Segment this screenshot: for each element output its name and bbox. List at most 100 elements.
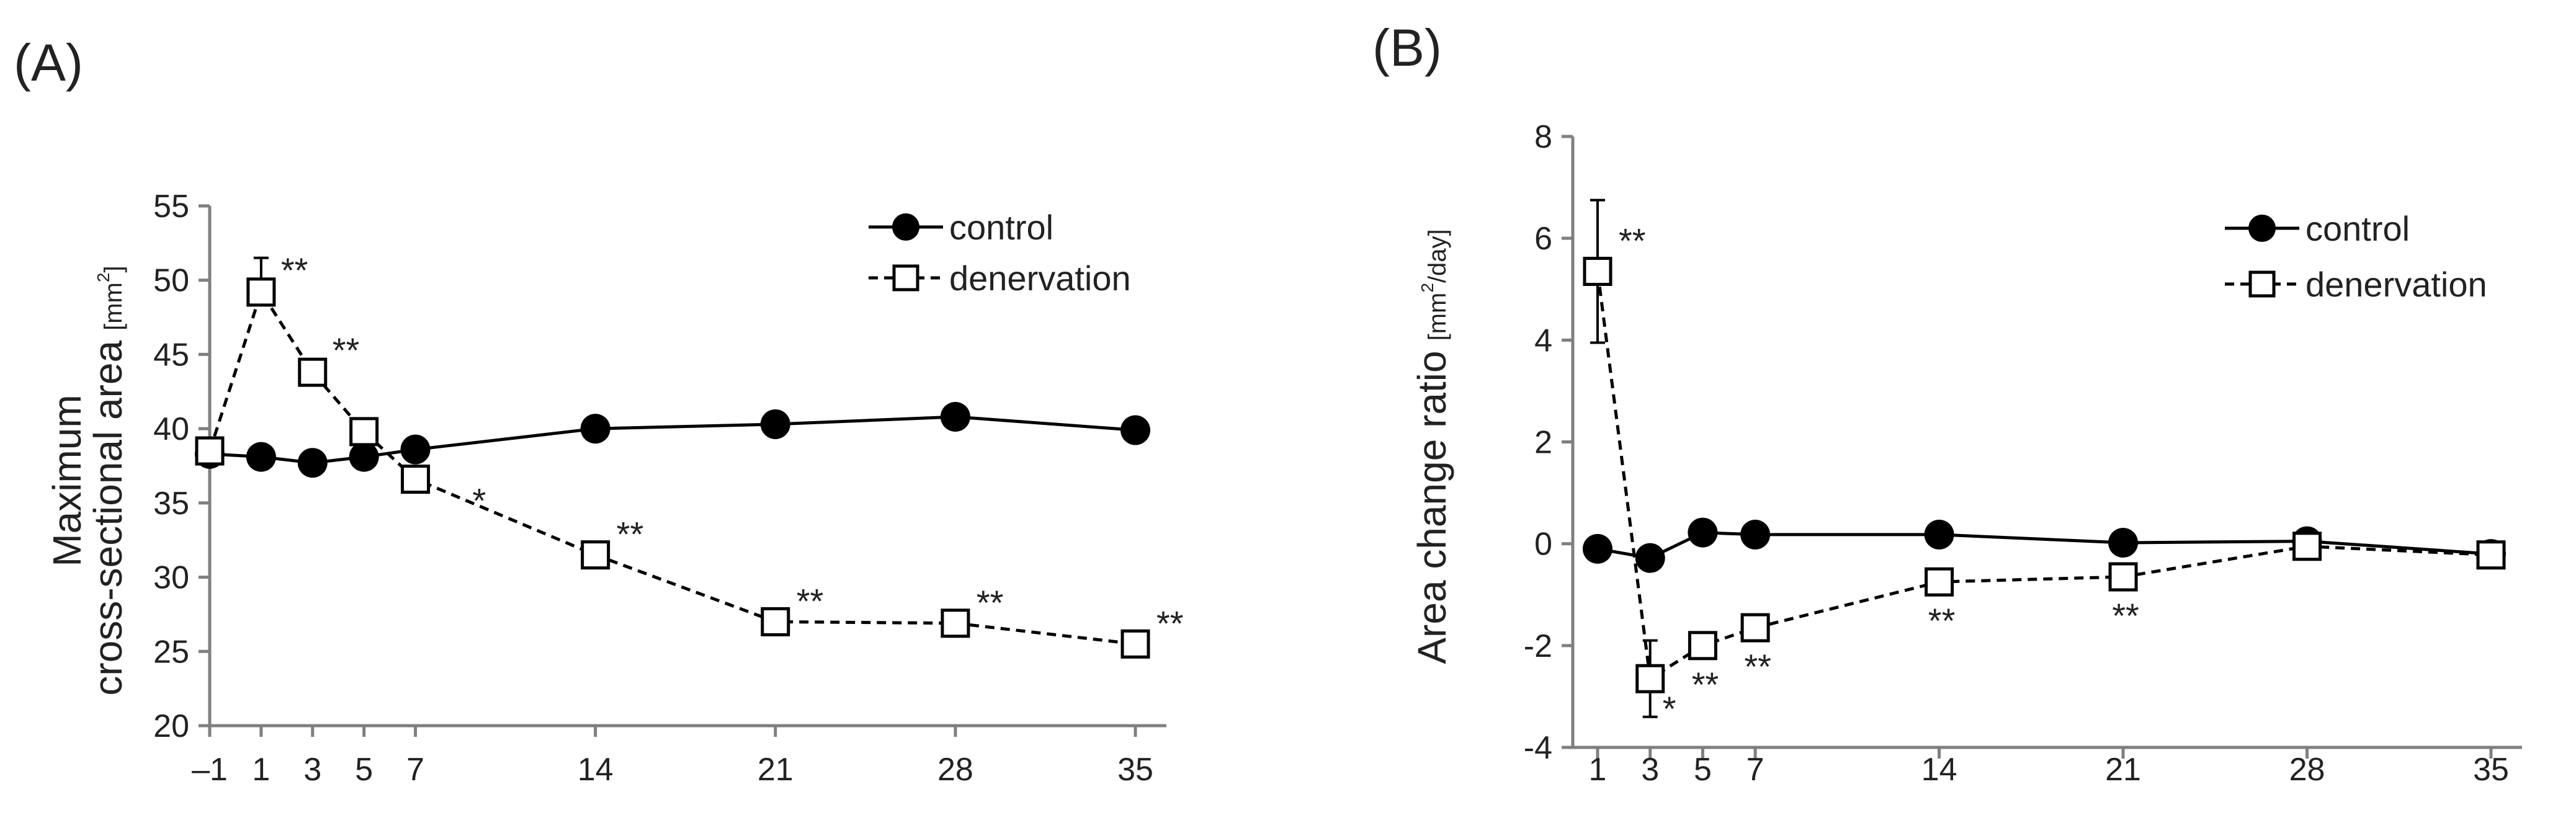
point-denervation-b [2476,540,2506,570]
y-tick-label-a: 50 [153,263,189,299]
y-axis-title-line1-a: Maximum [45,394,89,566]
y-tick-label-b: 8 [1534,119,1552,155]
significance-label-a: ** [1156,603,1184,643]
point-control-a [760,409,790,439]
point-denervation-b [1688,631,1717,661]
x-tick-label-a: –1 [192,752,228,788]
significance-label-b: ** [1619,221,1646,261]
legend-control-marker-a [892,213,919,241]
y-axis-title-a: Maximum cross-sectional area [mm2] [45,265,130,695]
significance-label-b: ** [1928,601,1956,640]
y-tick-label-b: 6 [1534,221,1552,257]
point-denervation-a [581,540,610,570]
point-denervation-a [298,357,328,387]
significance-label-a: ** [977,583,1004,622]
point-denervation-a [1120,629,1150,659]
point-denervation-a [349,417,379,447]
y-axis-title-line2-a: cross-sectional area [mm2] [86,265,130,695]
legend-denervation-label-b: denervation [2305,265,2487,304]
y-axis-title-line2-text-a: cross-sectional area [86,340,130,695]
legend-control-label-a: control [949,208,1053,247]
point-control-b [1583,533,1612,564]
point-control-b [1688,517,1718,548]
x-tick-label-a: 3 [303,752,321,788]
point-control-a [297,448,328,478]
panel-a: (A) Maximum cross-sectional area [mm2] 20… [14,33,1184,788]
significance-label-b: * [1663,689,1676,728]
point-denervation-b [1740,613,1770,643]
point-denervation-b [2292,532,2322,561]
x-tick-label-b: 7 [1746,752,1764,788]
x-tick-label-a: 1 [252,752,270,788]
legend-denervation-label-a: denervation [949,259,1131,298]
x-tick-label-a: 7 [406,752,424,788]
x-tick-label-b: 1 [1589,752,1607,788]
panel-label-a: (A) [14,33,83,92]
x-tick-label-a: 21 [758,752,794,788]
series-line-denervation-b [1596,271,2492,682]
legend-denervation-marker-b [2248,270,2276,298]
significance-label-b: ** [2112,596,2139,635]
y-axis-unit-sup-b: 2 [1418,283,1437,293]
point-control-a [580,414,610,444]
point-control-a [1120,415,1150,445]
y-axis-title-b: Area change ratio [mm2/day] [1410,229,1454,664]
y-axis-title-line1-b: Area change ratio [1410,350,1454,664]
y-tick-label-a: 35 [153,486,189,522]
series-line-control-a [209,415,1136,465]
y-axis-unit-base-a: [mm [100,282,127,331]
point-control-b [1635,543,1665,573]
x-tick-label-b: 28 [2289,752,2325,788]
point-control-a [246,442,276,472]
series-line-control-b [1597,531,2492,560]
x-tick-label-a: 28 [937,752,973,788]
x-tick-label-a: 14 [578,752,614,788]
point-denervation-a [246,277,276,307]
point-control-a [400,434,431,465]
significance-label-a: ** [617,515,644,554]
y-tick-label-b: 2 [1534,425,1552,461]
y-tick-label-a: 40 [153,411,189,447]
legend-a: control denervation [869,208,1131,298]
significance-label-a: ** [333,331,360,370]
x-tick-label-a: 35 [1117,752,1153,788]
y-axis-unit-sup-a: 2 [94,273,113,283]
x-tick-label-b: 3 [1641,752,1659,788]
significance-label-a: ** [797,581,824,620]
y-tick-label-a: 55 [153,189,189,225]
point-denervation-a [401,465,431,494]
y-tick-label-a: 20 [153,708,189,744]
y-tick-label-a: 45 [153,337,189,373]
y-tick-label-b: 4 [1534,323,1552,359]
y-axis-unit-base-b: [mm [1424,293,1451,341]
panel-b: (B) Area change ratio[mm2/day] -4-202468… [1372,19,2522,788]
point-denervation-b [1925,567,1954,597]
y-axis-unit-end-b: /day] [1424,229,1451,283]
panel-label-b: (B) [1372,19,1442,77]
point-control-a [349,442,379,472]
significance-label-a: * [473,481,486,520]
y-tick-label-b: 0 [1534,527,1552,563]
point-control-a [940,401,970,432]
y-tick-label-b: -2 [1524,628,1552,664]
point-denervation-b [2108,562,2138,592]
point-denervation-b [1635,664,1665,693]
legend-b: control denervation [2225,209,2487,304]
y-axis-title-b-text: Area change ratio [mm2/day] [1410,229,1454,664]
point-denervation-a [195,436,225,466]
x-tick-label-b: 35 [2473,752,2509,788]
legend-control-marker-b [2248,215,2276,242]
point-control-b [1740,519,1771,550]
significance-label-a: ** [281,251,308,290]
point-denervation-b [1583,257,1612,287]
point-denervation-a [941,608,970,638]
x-tick-label-b: 21 [2105,752,2141,788]
point-control-b [1924,519,1954,550]
y-tick-label-a: 30 [153,560,189,596]
significance-label-b: ** [1744,647,1771,686]
significance-label-b: ** [1692,665,1719,704]
point-denervation-a [761,607,790,636]
